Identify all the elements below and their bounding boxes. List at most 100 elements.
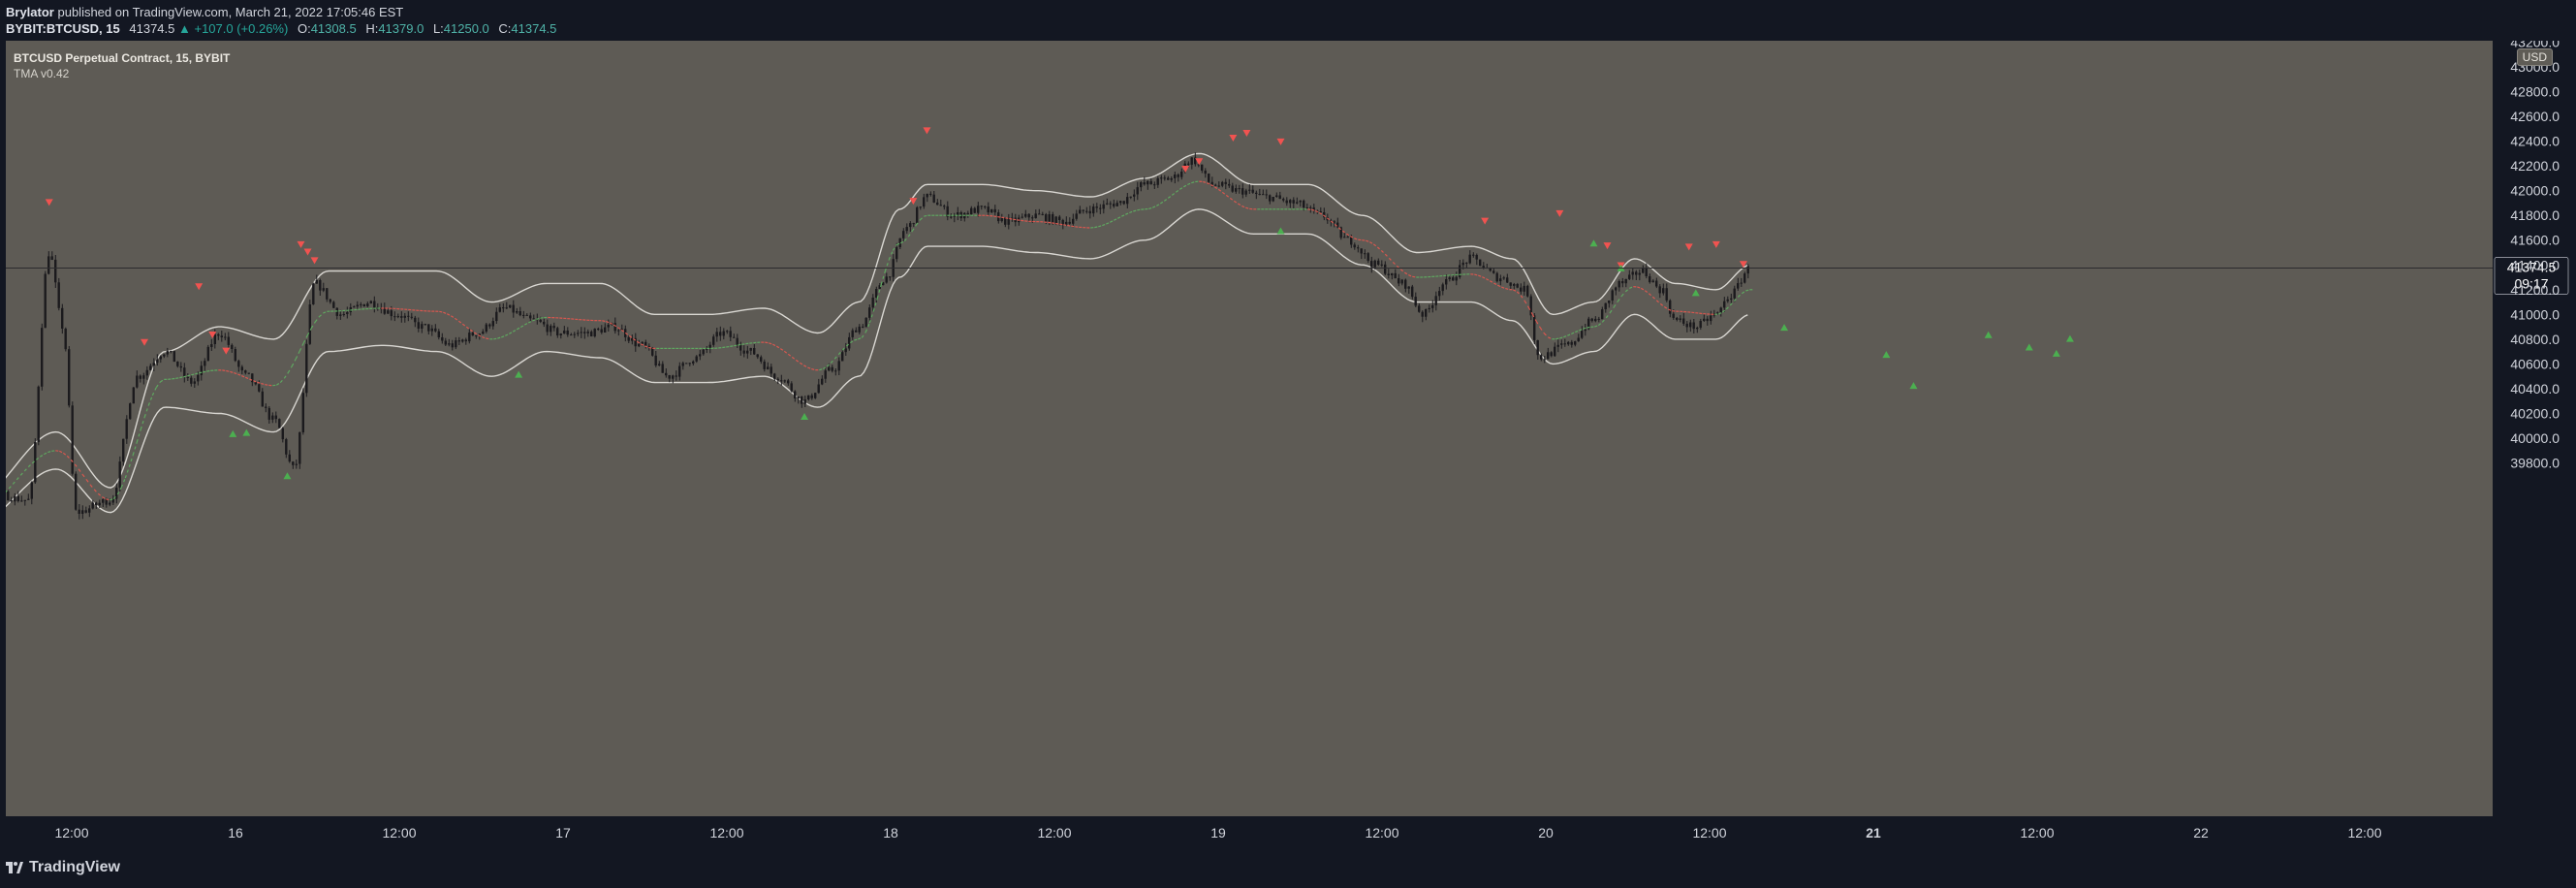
legend-title[interactable]: BTCUSD Perpetual Contract, 15, BYBIT <box>14 51 231 65</box>
candle-body <box>400 316 403 318</box>
candle-body <box>864 317 867 328</box>
candle-body <box>136 375 139 388</box>
candle-body <box>885 276 888 283</box>
midline-segment <box>734 344 738 347</box>
candle-body <box>1461 262 1464 266</box>
candle-body <box>369 301 372 303</box>
midline-segment <box>1318 211 1324 216</box>
midline-segment <box>833 354 839 360</box>
signal-markers <box>45 127 2074 480</box>
candle-body <box>783 380 786 382</box>
candle-body <box>258 384 261 392</box>
candle-body <box>1170 178 1173 180</box>
candle-body <box>1716 312 1719 314</box>
candle-body <box>661 364 664 373</box>
candle-body <box>950 216 953 218</box>
buy-signal-marker <box>283 472 292 480</box>
sell-signal-marker <box>1242 129 1251 137</box>
price-tick-label: 40600.0 <box>2510 356 2560 371</box>
midline-segment <box>295 350 300 360</box>
candle-body <box>1251 189 1254 193</box>
candle-body <box>1095 206 1098 208</box>
candle-body <box>1475 255 1478 260</box>
publisher-name[interactable]: Brylator <box>6 5 54 19</box>
candle-body <box>373 301 376 308</box>
midline-segment <box>1071 225 1076 228</box>
chart-area[interactable]: 41374.5 09:17 39800.0 40000.0 40200.0 40400.… <box>6 41 2570 849</box>
midline-segment <box>6 488 10 493</box>
candle-body <box>634 337 637 347</box>
midline-segment <box>509 331 514 334</box>
candle-body <box>858 326 861 333</box>
candle-body <box>16 495 19 501</box>
candle-body <box>1143 182 1146 185</box>
midline-segment <box>606 321 611 324</box>
time-tick-label: 12:00 <box>709 825 743 840</box>
midline-segment <box>997 216 1002 218</box>
candle-body <box>600 329 603 333</box>
candle-body <box>970 207 973 215</box>
candle-body <box>145 369 148 376</box>
time-axis[interactable]: 12:00 16 12:00 17 12:00 18 12:00 19 12:00 20 12:00… <box>54 825 2381 840</box>
midline-segment <box>110 498 114 501</box>
price-change: ▲ +107.0 (+0.26%) <box>178 21 289 36</box>
candle-body <box>776 378 779 381</box>
midline-segment <box>497 336 502 339</box>
candle-body <box>1737 283 1740 289</box>
candle-body <box>142 375 145 379</box>
midline-segment <box>1369 241 1374 245</box>
chart-legend: BTCUSD Perpetual Contract, 15, BYBIT TMA… <box>14 50 230 81</box>
midline-segment <box>1114 217 1118 221</box>
midline-segment <box>1358 238 1363 241</box>
candle-body <box>733 336 736 338</box>
candle-body <box>1241 188 1244 195</box>
candle-body <box>1536 340 1539 356</box>
midline-segment <box>81 474 87 481</box>
candle-body <box>505 307 508 309</box>
midline-segment <box>1594 325 1599 328</box>
candle-body <box>1149 180 1152 185</box>
candle-body <box>647 345 650 348</box>
candle-body <box>1655 280 1658 287</box>
midline-segment <box>745 342 750 345</box>
midline-segment <box>1493 282 1498 286</box>
candle-body <box>593 329 596 336</box>
candle-body <box>1712 313 1715 316</box>
candle-body <box>1217 185 1220 187</box>
candle-body <box>186 376 189 378</box>
midline-segment <box>1366 239 1370 243</box>
candle-body <box>1431 304 1434 308</box>
midline-segment <box>1579 328 1584 332</box>
currency-badge[interactable]: USD <box>2516 48 2553 66</box>
candle-body <box>1723 301 1726 308</box>
candle-body <box>1638 272 1641 275</box>
lower-band <box>6 208 1748 514</box>
price-axis[interactable]: 39800.0 40000.0 40200.0 40400.0 40600.0 40800… <box>2510 41 2560 471</box>
midline-segment <box>93 489 99 494</box>
midline-segment <box>610 322 614 326</box>
candle-body <box>756 354 759 358</box>
candle-body <box>387 310 390 314</box>
candle-body <box>7 491 10 501</box>
midline-segment <box>102 496 107 500</box>
candle-body <box>118 461 121 489</box>
candle-body <box>1679 318 1681 320</box>
tradingview-logo[interactable]: TradingView <box>6 859 120 876</box>
legend-indicator[interactable]: TMA v0.42 <box>14 67 70 80</box>
candle-body <box>1319 211 1322 212</box>
candle-body <box>1682 318 1685 324</box>
candle-body <box>688 363 691 365</box>
midline-segment <box>888 250 894 261</box>
candle-body <box>1495 272 1498 282</box>
candle-body <box>1492 270 1495 273</box>
candle-body <box>556 328 559 335</box>
midline-segment <box>993 215 998 218</box>
chart-canvas[interactable]: 41374.509:17 39800.0 40000.0 40200.0 40400.… <box>6 41 2570 849</box>
midline-segment <box>291 358 297 366</box>
midline-segment <box>1148 206 1153 209</box>
sell-signal-marker <box>195 283 204 291</box>
candle-body <box>801 396 803 404</box>
candle-body <box>706 348 708 350</box>
midline-segment <box>120 477 126 488</box>
midline-segment <box>1055 222 1060 225</box>
